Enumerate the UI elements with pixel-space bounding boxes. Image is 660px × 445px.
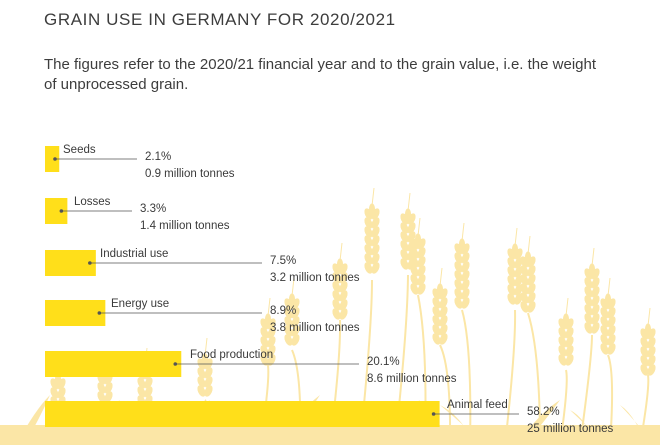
tonnes-label: 25 million tonnes	[527, 423, 614, 435]
value-label: 7.5%	[270, 255, 296, 267]
chart-title: GRAIN USE IN GERMANY FOR 2020/2021	[44, 10, 396, 29]
value-label: 3.3%	[140, 203, 166, 215]
category-label: Animal feed	[447, 399, 508, 411]
wheat-stalks	[0, 187, 660, 445]
category-label: Food production	[190, 349, 273, 361]
tonnes-label: 1.4 million tonnes	[140, 220, 230, 232]
bar	[45, 250, 96, 276]
bar	[45, 300, 106, 326]
bar	[45, 146, 60, 172]
value-label: 2.1%	[145, 151, 171, 163]
chart-subtitle: The figures refer to the 2020/21 financi…	[44, 56, 597, 93]
bar	[45, 401, 440, 427]
category-label: Energy use	[111, 298, 169, 310]
bar	[45, 351, 182, 377]
category-label: Seeds	[63, 144, 96, 156]
value-label: 58.2%	[527, 406, 560, 418]
bar-group-energy-use: Energy use 8.9% 3.8 million tonnes	[45, 298, 360, 334]
leader-dot	[97, 311, 102, 315]
value-label: 20.1%	[367, 356, 400, 368]
bar-group-industrial-use: Industrial use 7.5% 3.2 million tonnes	[45, 248, 360, 284]
leader-dot	[88, 261, 92, 265]
bar-group-food-production: Food production 20.1% 8.6 million tonnes	[45, 349, 457, 385]
tonnes-label: 3.8 million tonnes	[270, 322, 360, 334]
category-label: Losses	[74, 196, 111, 208]
tonnes-label: 3.2 million tonnes	[270, 272, 360, 284]
bar	[45, 198, 68, 224]
bar-group-animal-feed: Animal feed 58.2% 25 million tonnes	[45, 399, 614, 435]
bar-group-seeds: Seeds 2.1% 0.9 million tonnes	[45, 144, 235, 180]
tonnes-label: 0.9 million tonnes	[145, 168, 235, 180]
tonnes-label: 8.6 million tonnes	[367, 373, 457, 385]
bar-group-losses: Losses 3.3% 1.4 million tonnes	[45, 196, 230, 232]
value-label: 8.9%	[270, 305, 296, 317]
category-label: Industrial use	[100, 248, 168, 260]
